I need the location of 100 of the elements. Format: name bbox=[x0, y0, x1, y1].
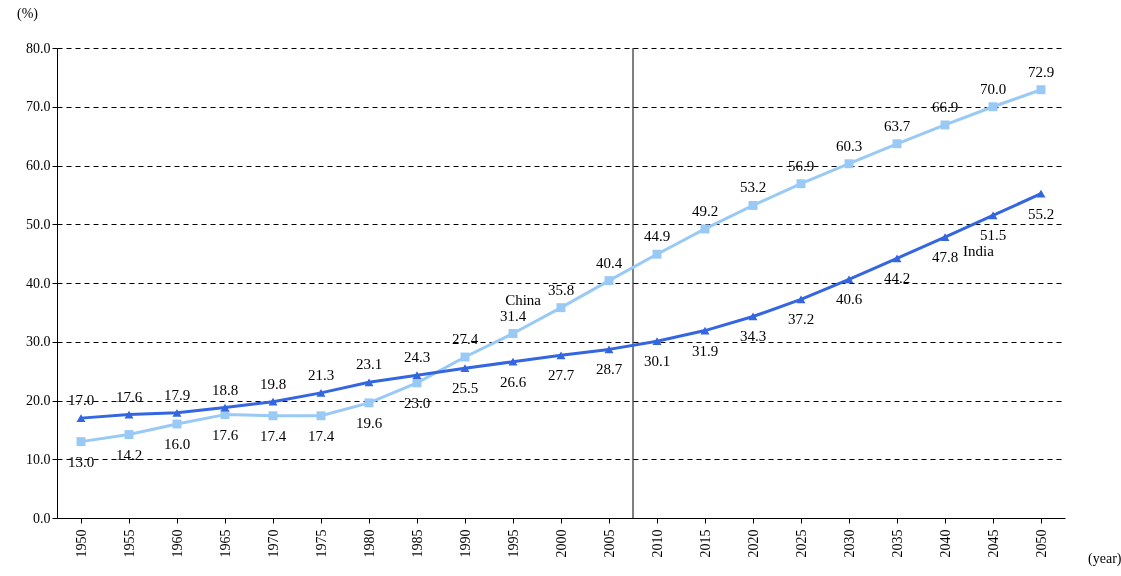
x-tick-label: 1995 bbox=[505, 529, 521, 558]
point bbox=[172, 408, 182, 417]
data-label: 19.8 bbox=[259, 375, 287, 392]
point bbox=[604, 345, 614, 354]
data-label: 30.1 bbox=[643, 353, 671, 370]
point bbox=[556, 303, 566, 313]
point bbox=[940, 120, 950, 130]
data-label: 70.0 bbox=[979, 80, 1007, 97]
x-tick-label: 2005 bbox=[601, 529, 617, 558]
y-tick-label: 30.0 bbox=[26, 334, 51, 350]
data-label: 63.7 bbox=[883, 117, 911, 134]
data-label: 40.6 bbox=[835, 291, 863, 308]
data-label: 28.7 bbox=[595, 361, 623, 378]
point bbox=[844, 159, 854, 169]
y-tick-label: 80.0 bbox=[26, 40, 51, 56]
data-label: 34.3 bbox=[739, 328, 767, 345]
y-tick-label: 40.0 bbox=[26, 275, 51, 291]
data-label: 53.2 bbox=[739, 179, 767, 196]
data-label: 18.8 bbox=[211, 381, 239, 398]
data-label: 21.3 bbox=[307, 366, 335, 383]
point bbox=[508, 329, 518, 338]
x-tick-label: 2010 bbox=[649, 529, 665, 558]
x-tick-label: 2050 bbox=[1033, 529, 1049, 558]
data-label: 13.0 bbox=[67, 453, 95, 470]
x-tick-label: 2025 bbox=[793, 529, 809, 558]
data-label: 23.1 bbox=[355, 356, 383, 373]
point bbox=[940, 233, 950, 242]
x-tick-label: 2020 bbox=[745, 529, 761, 558]
data-label: 24.3 bbox=[403, 349, 431, 366]
point bbox=[1036, 189, 1046, 198]
data-label: 47.8 bbox=[931, 249, 959, 266]
point bbox=[796, 179, 806, 189]
point bbox=[988, 211, 998, 220]
data-label: 17.9 bbox=[163, 386, 191, 403]
series-label: India bbox=[963, 243, 995, 260]
data-label: 55.2 bbox=[1027, 205, 1055, 222]
data-label: 17.6 bbox=[115, 388, 143, 405]
x-tick-label: 2045 bbox=[985, 529, 1001, 558]
point bbox=[412, 371, 422, 380]
x-tick-label: 1955 bbox=[121, 529, 137, 558]
point bbox=[364, 378, 374, 387]
y-tick-label: 10.0 bbox=[26, 451, 51, 467]
data-label: 19.6 bbox=[355, 414, 383, 431]
x-axis-title: (year) bbox=[1088, 550, 1121, 567]
x-tick-label: 1970 bbox=[265, 529, 281, 558]
point bbox=[892, 254, 902, 263]
data-label: 17.4 bbox=[259, 427, 287, 444]
point bbox=[748, 312, 758, 321]
data-label: 49.2 bbox=[691, 202, 719, 219]
point bbox=[796, 295, 806, 304]
point bbox=[460, 364, 470, 373]
data-label: 44.9 bbox=[643, 228, 671, 245]
point bbox=[892, 139, 902, 149]
x-tick-label: 2000 bbox=[553, 529, 569, 558]
data-label: 17.6 bbox=[211, 426, 239, 443]
data-label: 40.4 bbox=[595, 254, 623, 271]
point bbox=[508, 357, 518, 366]
point bbox=[652, 249, 662, 259]
x-tick-label: 2040 bbox=[937, 529, 953, 558]
y-axis-title: (%) bbox=[17, 5, 39, 22]
data-label: 37.2 bbox=[787, 311, 815, 328]
x-tick-label: 2035 bbox=[889, 529, 905, 558]
data-label: 23.0 bbox=[403, 394, 431, 411]
point bbox=[652, 337, 662, 346]
data-label: 51.5 bbox=[979, 227, 1007, 244]
x-tick-label: 2015 bbox=[697, 529, 713, 558]
data-label: 27.7 bbox=[547, 367, 575, 384]
y-tick-label: 0.0 bbox=[33, 510, 51, 526]
point bbox=[364, 398, 374, 408]
data-label: 17.4 bbox=[307, 427, 335, 444]
y-tick-label: 20.0 bbox=[26, 393, 51, 408]
point bbox=[1036, 85, 1046, 95]
x-tick-label: 1980 bbox=[361, 529, 377, 558]
data-label: 35.8 bbox=[547, 281, 575, 298]
point bbox=[988, 102, 998, 112]
x-tick-label: 2030 bbox=[841, 529, 857, 558]
point bbox=[268, 397, 278, 406]
point bbox=[844, 275, 854, 284]
point bbox=[124, 430, 134, 440]
point bbox=[604, 276, 614, 286]
x-tick-label: 1965 bbox=[217, 529, 233, 558]
x-tick-label: 1950 bbox=[73, 529, 89, 558]
data-label: 26.6 bbox=[499, 373, 527, 390]
data-label: 72.9 bbox=[1027, 63, 1055, 80]
data-label: 16.0 bbox=[163, 436, 191, 452]
x-tick-label: 1985 bbox=[409, 529, 425, 558]
point bbox=[316, 388, 326, 397]
data-label: 31.9 bbox=[691, 342, 719, 359]
x-tick-label: 1960 bbox=[169, 529, 185, 558]
y-tick-label: 60.0 bbox=[26, 158, 51, 173]
data-label: 17.0 bbox=[67, 392, 95, 409]
point bbox=[76, 414, 86, 422]
series-label: China bbox=[505, 291, 542, 308]
y-tick-label: 50.0 bbox=[26, 216, 51, 232]
point bbox=[700, 224, 710, 234]
data-label: 56.9 bbox=[787, 157, 815, 174]
point bbox=[76, 437, 86, 447]
data-label: 60.3 bbox=[835, 137, 863, 154]
data-label: 27.4 bbox=[451, 331, 479, 348]
data-label: 25.5 bbox=[451, 380, 479, 397]
